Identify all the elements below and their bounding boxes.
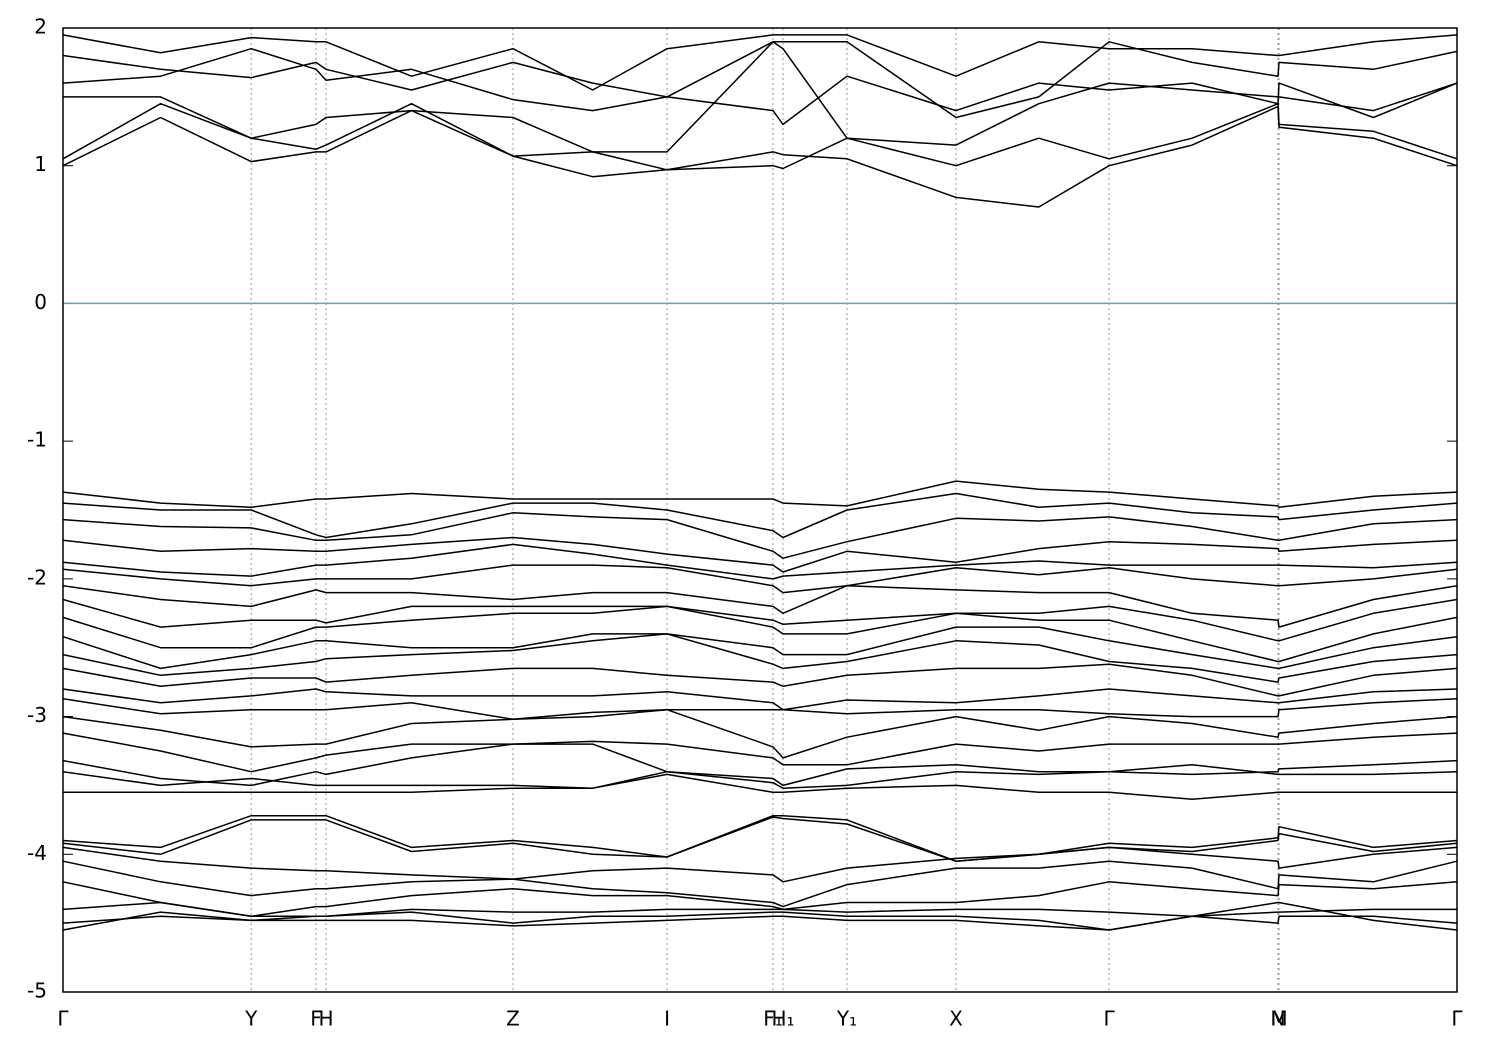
x-tick-label: F₁	[763, 1007, 783, 1031]
band-line	[62, 626, 1458, 670]
band-line	[62, 816, 1458, 862]
band-line	[62, 688, 1458, 711]
plot-frame	[62, 27, 1458, 993]
y-tick-label: -1	[27, 428, 47, 452]
x-tick-label: M	[1270, 1007, 1287, 1031]
band-line	[62, 901, 1458, 931]
band-line	[62, 47, 1458, 126]
band-line	[62, 102, 1458, 171]
x-tick-label: Y	[244, 1007, 258, 1031]
band-line	[62, 598, 1458, 642]
band-line	[62, 492, 1458, 539]
band-line	[62, 564, 1458, 594]
x-tick-label: Γ	[1103, 1007, 1115, 1031]
y-tick-label: -3	[27, 703, 47, 727]
band-line	[62, 732, 1458, 773]
band-line	[62, 708, 1458, 759]
band-line	[62, 536, 1458, 573]
x-tick-label: H₁	[771, 1007, 794, 1031]
band-line	[62, 663, 1458, 697]
x-tick-label: I	[664, 1007, 670, 1031]
y-tick-label: -4	[27, 841, 47, 865]
band-line	[62, 911, 1458, 931]
band-line	[62, 697, 1458, 721]
x-tick-label: Z	[506, 1007, 520, 1031]
band-line	[62, 34, 1458, 91]
band-line	[63, 773, 1457, 800]
band-line	[62, 41, 1458, 119]
x-tick-label: N	[1271, 1007, 1286, 1031]
band-line	[62, 543, 1458, 580]
band-line	[62, 584, 1458, 628]
x-tick-label: X	[949, 1007, 963, 1031]
y-tick-label: -2	[27, 565, 47, 589]
band-line	[62, 764, 1458, 789]
band-line	[62, 105, 1458, 208]
y-tick-label: 1	[34, 152, 47, 176]
y-tick-label: -5	[27, 979, 47, 1003]
band-line	[62, 881, 1458, 918]
band-line	[62, 605, 1458, 663]
band-line	[62, 743, 1458, 787]
x-tick-label: Γ	[57, 1007, 69, 1031]
band-line	[63, 41, 1458, 153]
x-tick-label: H	[319, 1007, 334, 1031]
y-tick-label: 0	[34, 290, 47, 314]
x-tick-label: Y₁	[836, 1007, 857, 1031]
band-line	[62, 633, 1458, 683]
band-line	[62, 512, 1458, 559]
y-tick-label: 2	[34, 15, 47, 39]
band-line	[62, 814, 1458, 862]
x-tick-label: F	[310, 1007, 322, 1031]
band-line	[62, 860, 1458, 908]
band-line	[62, 846, 1458, 883]
x-tick-label: Γ	[1451, 1007, 1463, 1031]
band-line	[62, 480, 1458, 508]
